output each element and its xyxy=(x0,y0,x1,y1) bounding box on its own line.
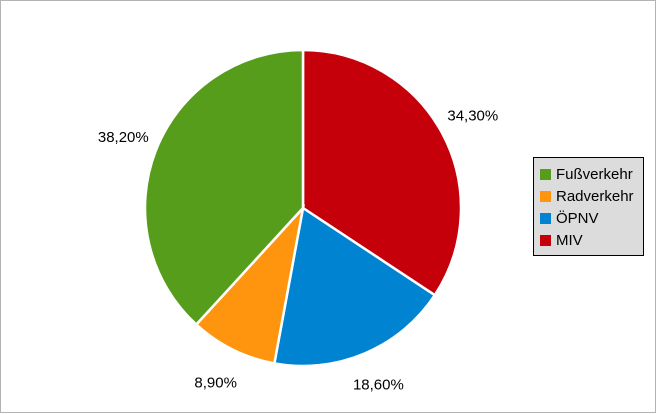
legend-label-fussverkehr: Fußverkehr xyxy=(556,165,633,183)
pie-slice-fussverkehr xyxy=(143,48,305,327)
legend-swatch-oepnv xyxy=(540,212,551,224)
pie-data-labels: 34,30% 18,60% 8,90% 38,20% xyxy=(98,108,498,394)
legend-label-miv: MIV xyxy=(556,231,583,249)
data-label-oepnv: 18,60% xyxy=(353,376,404,393)
legend-swatch-fussverkehr xyxy=(540,168,551,180)
data-label-miv: 34,30% xyxy=(447,108,498,125)
pie-slice-oepnv xyxy=(272,205,437,368)
pie-slices xyxy=(143,48,463,368)
legend-label-radverkehr: Radverkehr xyxy=(556,187,634,205)
legend-item-miv: MIV xyxy=(540,229,643,251)
legend-swatch-miv xyxy=(540,234,551,246)
pie-slice-radverkehr xyxy=(194,203,306,365)
legend: Fußverkehr Radverkehr ÖPNV MIV xyxy=(533,157,644,256)
legend-item-fussverkehr: Fußverkehr xyxy=(540,163,643,185)
legend-item-oepnv: ÖPNV xyxy=(540,207,643,229)
legend-label-oepnv: ÖPNV xyxy=(556,209,599,227)
legend-item-radverkehr: Radverkehr xyxy=(540,185,643,207)
data-label-fussverkehr: 38,20% xyxy=(98,129,149,146)
data-label-radverkehr: 8,90% xyxy=(194,374,237,391)
legend-swatch-radverkehr xyxy=(540,190,551,202)
